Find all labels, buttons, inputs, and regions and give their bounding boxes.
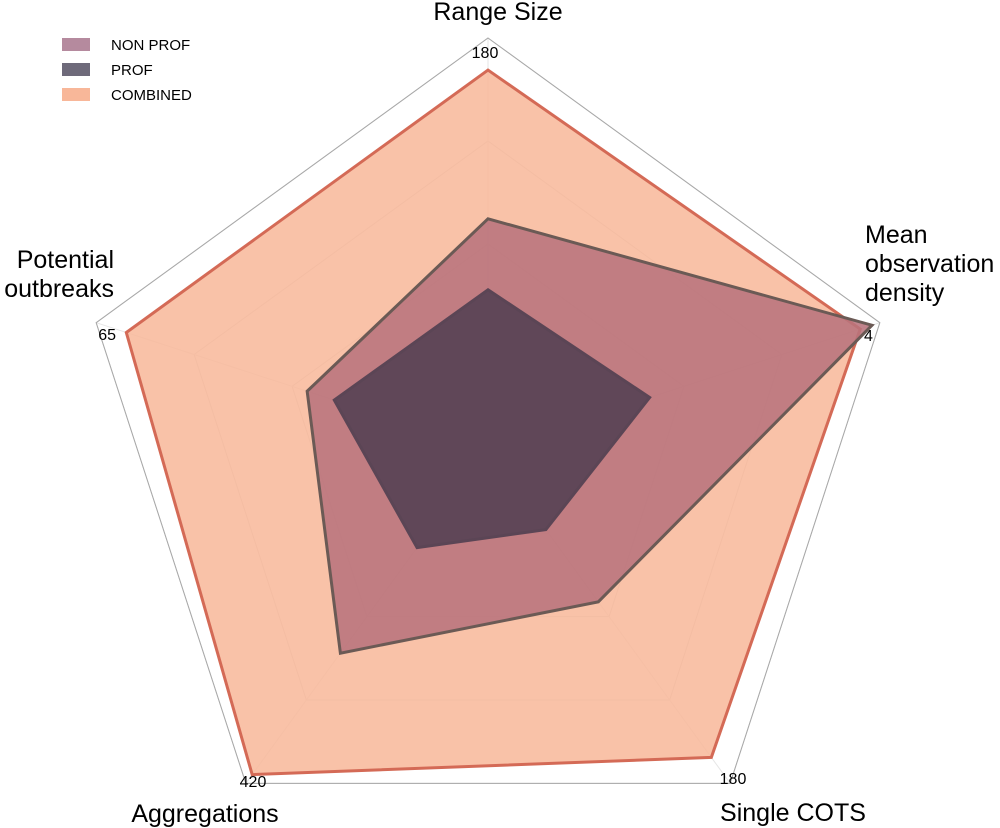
axis-title-line: density xyxy=(865,279,945,307)
axis-title: Potential outbreaks xyxy=(4,246,114,303)
axis-title-line: observation xyxy=(865,250,994,278)
axis-title: Single COTS xyxy=(720,799,866,827)
axis-title-line: Single COTS xyxy=(720,799,866,827)
legend-swatch xyxy=(62,88,90,101)
axis-title-line: Aggregations xyxy=(131,800,278,828)
legend: NON PROF PROF COMBINED xyxy=(62,37,192,104)
axis-title-line: Range Size xyxy=(433,0,562,26)
radar-series xyxy=(124,68,875,777)
legend-label: NON PROF xyxy=(111,37,190,54)
axis-title: Mean observation density xyxy=(865,221,994,307)
axis-title-line: Potential xyxy=(17,246,114,274)
legend-swatch xyxy=(62,63,90,76)
legend-label: PROF xyxy=(111,62,153,79)
axis-max-label: 180 xyxy=(472,45,499,62)
legend-label: COMBINED xyxy=(111,87,192,104)
axis-max-label: 420 xyxy=(240,774,267,791)
axis-title-line: outbreaks xyxy=(4,275,114,303)
grid-frame xyxy=(95,37,881,784)
series-prof-polygon xyxy=(332,287,652,550)
axis-title-line: Mean xyxy=(865,221,928,249)
axis-max-label: 180 xyxy=(720,771,747,788)
axis-title: Range Size xyxy=(433,0,562,26)
axis-title: Aggregations xyxy=(131,800,278,828)
legend-swatch xyxy=(62,38,90,51)
axis-max-label: 65 xyxy=(98,327,116,344)
axis-labels: Range Size 180 Mean observation density 4 Sing… xyxy=(4,0,994,828)
axis-max-label: 4 xyxy=(864,328,873,345)
